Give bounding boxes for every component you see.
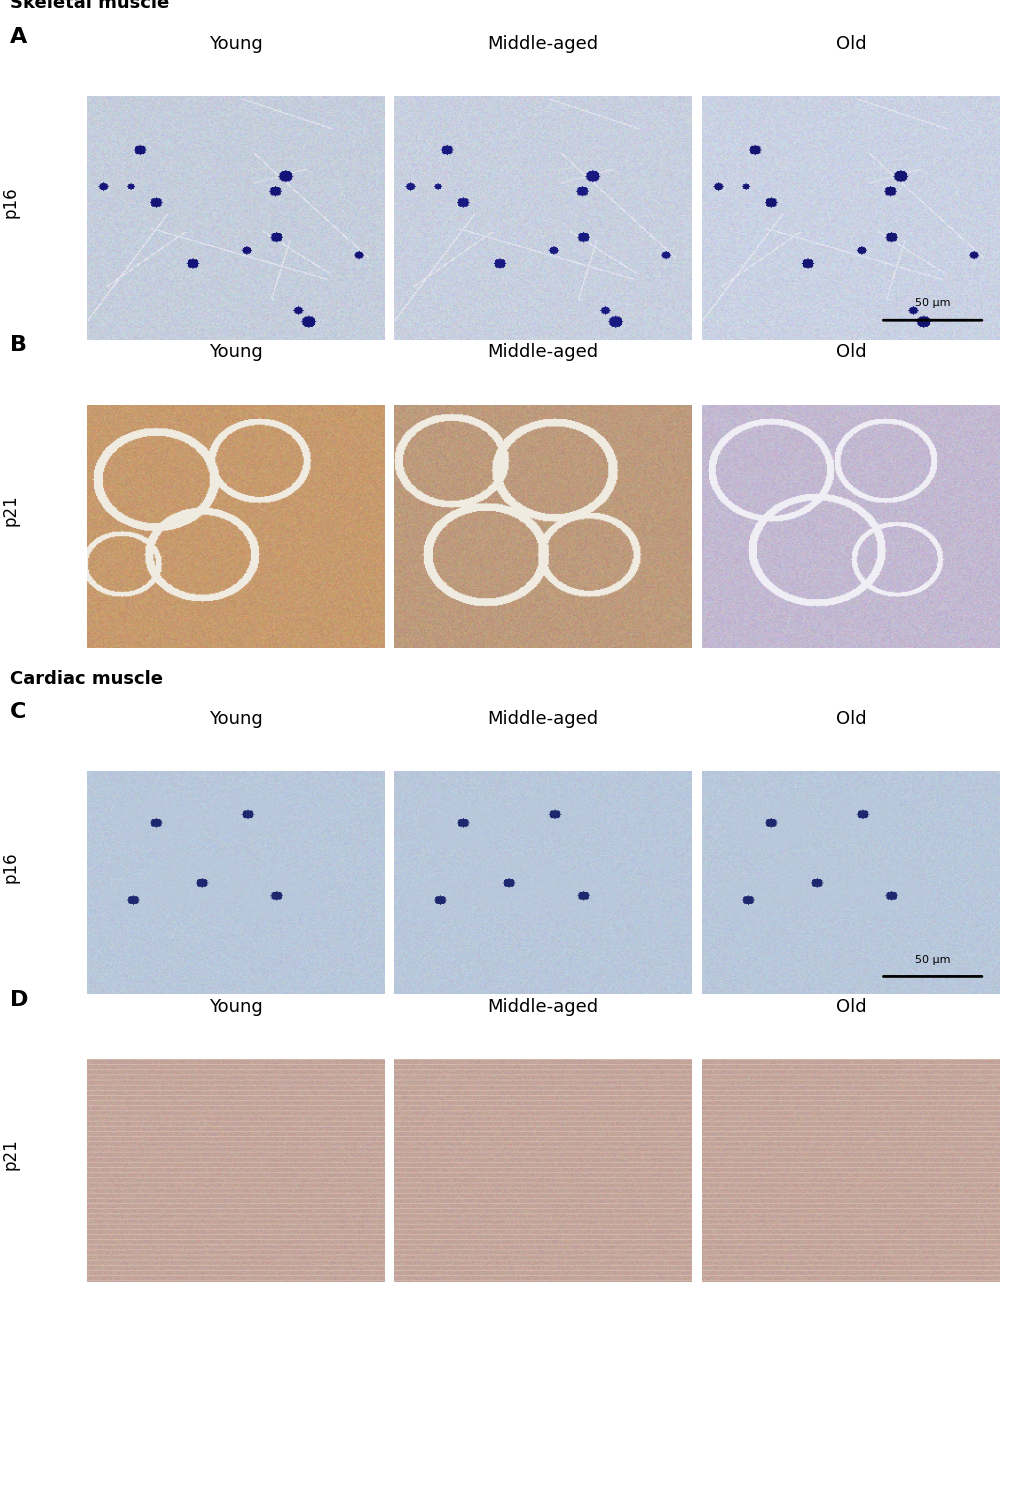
Text: p21: p21 — [1, 1139, 19, 1170]
Text: Skeletal muscle: Skeletal muscle — [10, 0, 169, 12]
Text: B: B — [10, 336, 28, 355]
Text: Old: Old — [835, 343, 865, 361]
Text: Young: Young — [208, 998, 262, 1017]
Text: D: D — [10, 989, 29, 1011]
Text: 50 μm: 50 μm — [914, 955, 950, 965]
Text: p21: p21 — [1, 495, 19, 527]
Text: p16: p16 — [1, 187, 19, 218]
Text: Middle-aged: Middle-aged — [487, 998, 598, 1017]
Text: 50 μm: 50 μm — [914, 298, 950, 309]
Text: A: A — [10, 27, 28, 47]
Text: Old: Old — [835, 998, 865, 1017]
Text: C: C — [10, 702, 26, 723]
Text: Young: Young — [208, 711, 262, 729]
Text: Young: Young — [208, 343, 262, 361]
Text: Old: Old — [835, 35, 865, 53]
Text: Old: Old — [835, 711, 865, 729]
Text: Middle-aged: Middle-aged — [487, 35, 598, 53]
Text: p16: p16 — [1, 851, 19, 883]
Text: Middle-aged: Middle-aged — [487, 711, 598, 729]
Text: Young: Young — [208, 35, 262, 53]
Text: Cardiac muscle: Cardiac muscle — [10, 670, 163, 688]
Text: Middle-aged: Middle-aged — [487, 343, 598, 361]
